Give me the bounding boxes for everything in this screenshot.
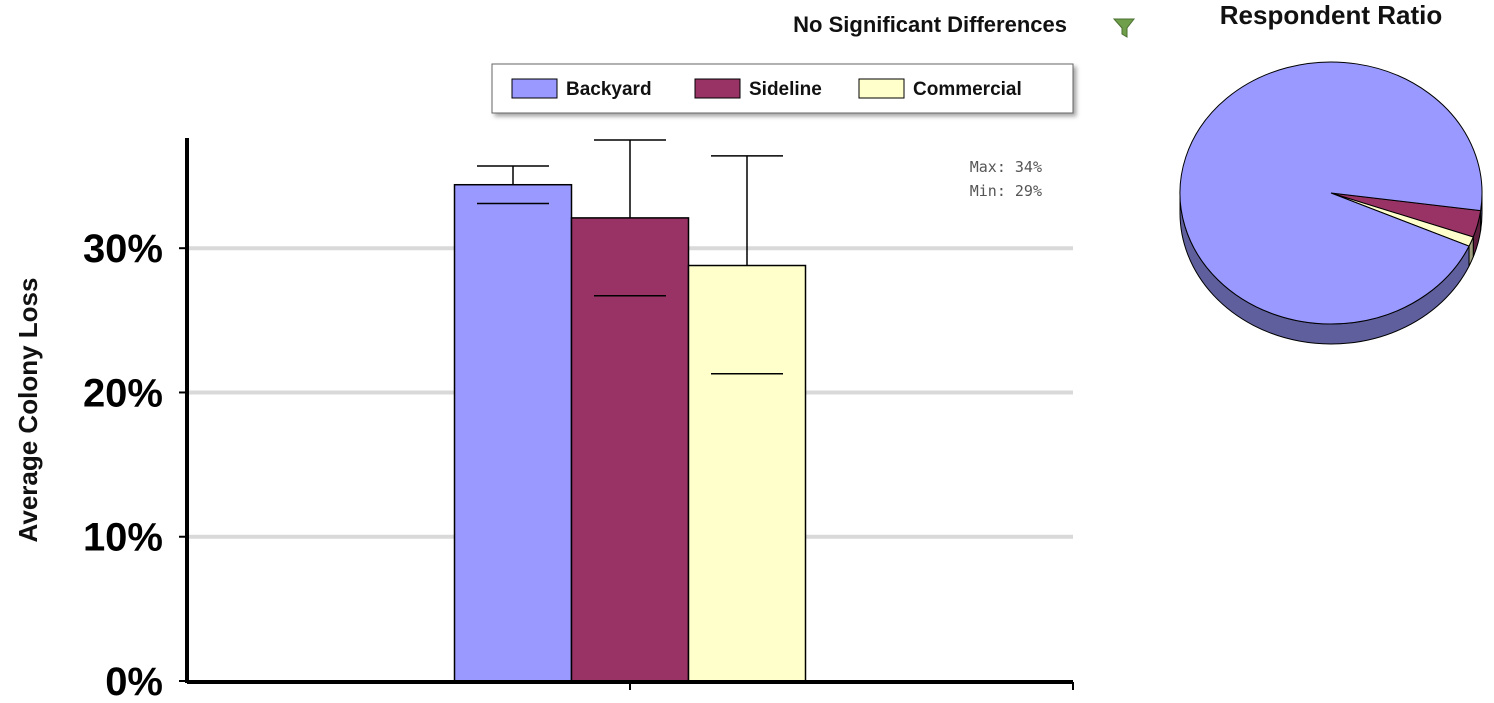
pie-title: Respondent Ratio — [1220, 0, 1442, 30]
legend-item-commercial[interactable]: Commercial — [858, 78, 1022, 100]
bars — [453, 183, 807, 682]
error-bars — [477, 139, 783, 375]
legend: Backyard Sideline Commercial — [491, 63, 1074, 114]
legend-label-sideline: Sideline — [749, 79, 822, 100]
legend-label-backyard: Backyard — [566, 79, 652, 100]
y-tick-label: 10% — [83, 516, 163, 560]
bar-sideline[interactable] — [570, 217, 690, 682]
chart-subtitle: No Significant Differences — [793, 12, 1067, 37]
legend-label-commercial: Commercial — [913, 79, 1022, 100]
funnel-icon[interactable] — [1112, 18, 1136, 38]
bar-commercial[interactable] — [687, 264, 807, 682]
pie-chart — [1179, 61, 1483, 345]
y-tick-labels: 0% 10% 20% 30% — [83, 227, 187, 703]
pie-slice-backyard[interactable] — [1179, 61, 1483, 325]
y-tick-label: 30% — [83, 227, 163, 271]
axes — [185, 138, 1074, 690]
bar-backyard[interactable] — [453, 183, 573, 682]
stat-min: Min: 29% — [970, 182, 1042, 200]
y-tick-label: 0% — [105, 660, 163, 703]
legend-item-sideline[interactable]: Sideline — [694, 78, 822, 100]
y-axis-label: Average Colony Loss — [13, 278, 43, 543]
legend-item-backyard[interactable]: Backyard — [511, 78, 652, 100]
stat-max: Max: 34% — [970, 158, 1042, 176]
y-tick-label: 20% — [83, 371, 163, 415]
